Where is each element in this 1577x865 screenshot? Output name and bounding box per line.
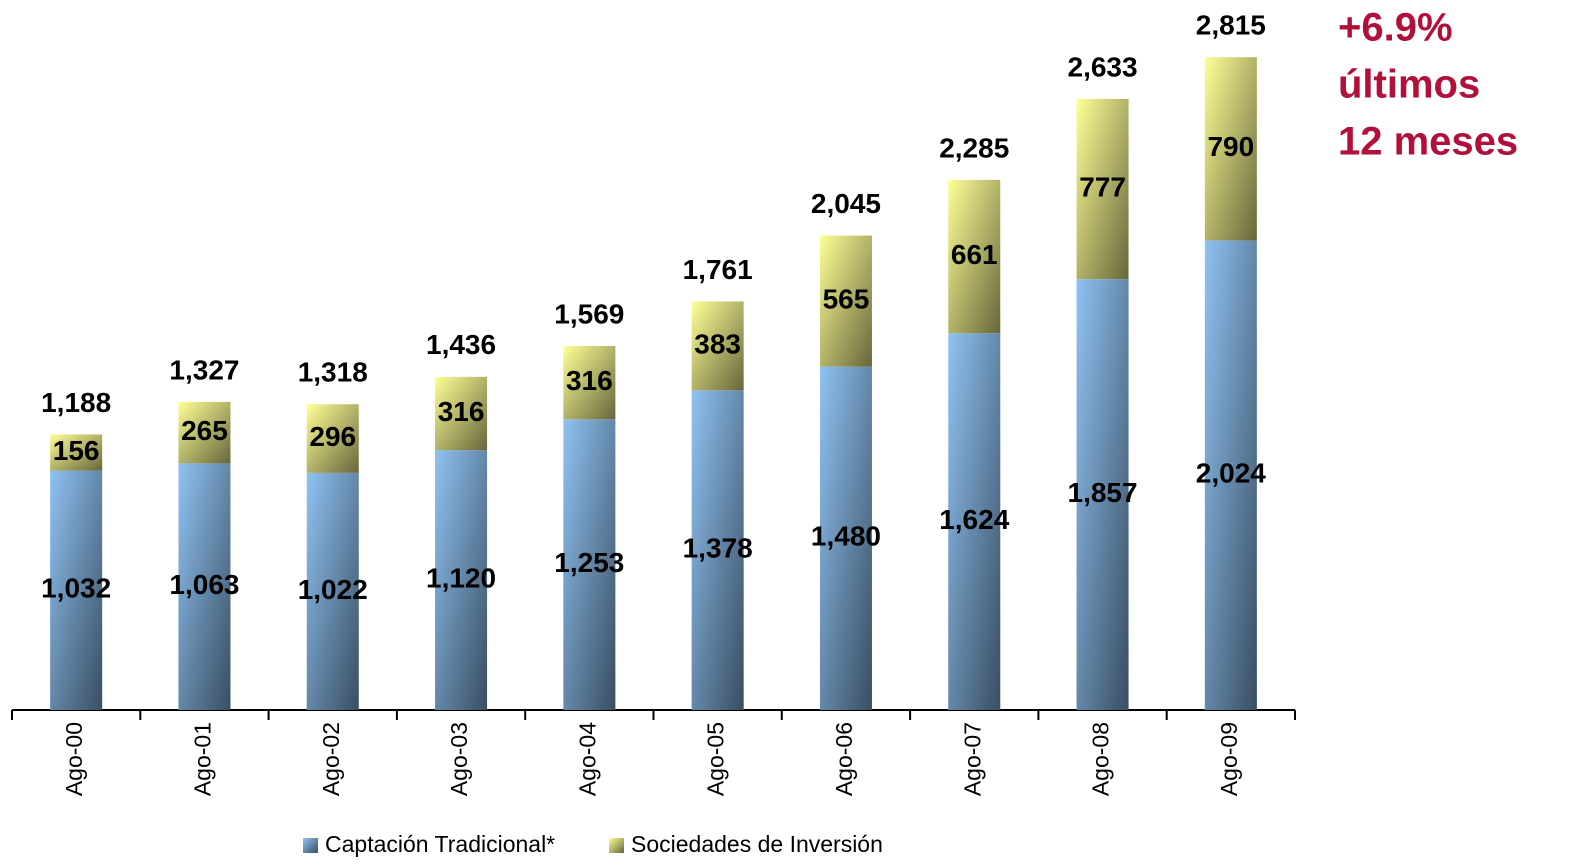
bar-shade <box>819 235 872 367</box>
total-label: 2,633 <box>1068 52 1138 83</box>
x-tick-label: Ago-08 <box>1088 722 1114 796</box>
legend-label: Sociedades de Inversión <box>631 831 883 857</box>
data-label: 2,024 <box>1196 458 1266 489</box>
bar-shade <box>50 470 103 710</box>
data-label: 383 <box>694 328 741 359</box>
data-label: 1,857 <box>1068 477 1138 508</box>
bar-shade <box>691 390 744 710</box>
bar-shade <box>178 463 231 710</box>
bar-shade <box>50 434 103 471</box>
legend-label: Captación Tradicional* <box>325 831 555 857</box>
annotation: últimos <box>1338 63 1480 107</box>
total-label: 1,188 <box>41 387 111 418</box>
data-label: 790 <box>1207 131 1254 162</box>
bar-shade <box>691 301 744 391</box>
total-label: 1,327 <box>169 355 239 386</box>
bar-shade <box>435 376 488 451</box>
bar-shade <box>306 472 359 710</box>
annotation: 12 meses <box>1338 120 1518 164</box>
data-label: 1,624 <box>939 504 1009 535</box>
data-label: 156 <box>53 435 100 466</box>
data-label: 661 <box>951 239 998 270</box>
data-label: 296 <box>309 421 356 452</box>
x-tick-label: Ago-00 <box>61 722 87 796</box>
total-label: 1,569 <box>554 298 624 329</box>
data-label: 1,378 <box>683 533 753 564</box>
total-label: 2,815 <box>1196 9 1266 40</box>
bar-shade <box>435 450 488 710</box>
x-tick-label: Ago-07 <box>959 722 985 796</box>
total-label: 1,318 <box>298 357 368 388</box>
x-tick-label: Ago-05 <box>703 722 729 796</box>
data-label: 1,063 <box>169 569 239 600</box>
legend-swatch-shade <box>609 838 624 853</box>
data-label: 1,032 <box>41 573 111 604</box>
bar-shade <box>1076 98 1129 280</box>
x-tick-label: Ago-09 <box>1216 722 1242 796</box>
data-label: 1,120 <box>426 562 496 593</box>
bar-shade <box>819 366 872 710</box>
bar-shade <box>948 333 1001 710</box>
bar-shade <box>1204 240 1257 710</box>
data-label: 316 <box>438 396 485 427</box>
bar-shade <box>1204 57 1257 241</box>
legend-swatch-shade <box>303 838 318 853</box>
annotation: +6.9% <box>1338 6 1453 50</box>
bar-shade <box>178 401 231 464</box>
bar-shade <box>563 419 616 710</box>
x-tick-label: Ago-06 <box>831 722 857 796</box>
data-label: 316 <box>566 365 613 396</box>
data-label: 565 <box>823 283 870 314</box>
data-label: 777 <box>1079 171 1126 202</box>
data-label: 1,022 <box>298 574 368 605</box>
bar-shade <box>563 345 616 420</box>
data-label: 265 <box>181 415 228 446</box>
x-tick-label: Ago-02 <box>318 722 344 796</box>
bar-shade <box>306 404 359 473</box>
data-label: 1,253 <box>554 547 624 578</box>
data-label: 1,480 <box>811 521 881 552</box>
total-label: 2,045 <box>811 188 881 219</box>
total-label: 2,285 <box>939 132 1009 163</box>
total-label: 1,436 <box>426 329 496 360</box>
x-tick-label: Ago-04 <box>574 722 600 796</box>
bar-shade <box>1076 279 1129 710</box>
x-tick-label: Ago-03 <box>446 722 472 796</box>
bar-shade <box>948 179 1001 334</box>
total-label: 1,761 <box>683 254 753 285</box>
x-tick-label: Ago-01 <box>190 722 216 796</box>
